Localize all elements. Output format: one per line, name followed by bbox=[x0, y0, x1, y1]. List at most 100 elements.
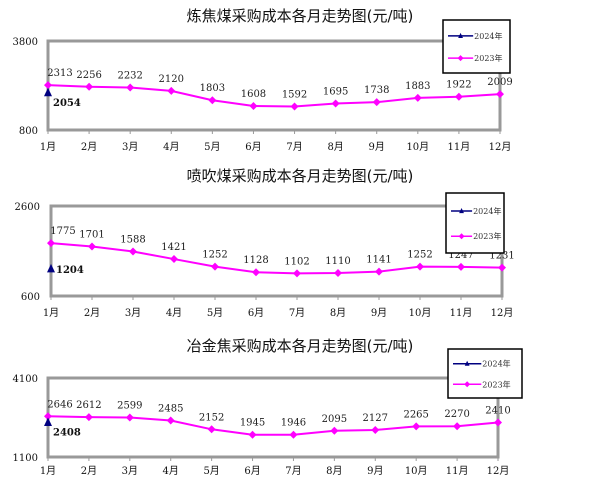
x-tick-label: 10月 bbox=[405, 465, 428, 477]
data-point-2023 bbox=[170, 255, 178, 264]
series-line-2023 bbox=[50, 242, 503, 275]
data-label-2023: 1946 bbox=[281, 418, 306, 429]
x-tick-label: 12月 bbox=[489, 141, 512, 153]
data-point-2023 bbox=[375, 267, 383, 276]
data-label-2023: 1608 bbox=[241, 89, 266, 100]
data-point-2023 bbox=[208, 96, 217, 105]
data-label-2023: 1695 bbox=[323, 86, 348, 97]
data-label-2023: 1883 bbox=[405, 81, 430, 92]
x-tick-label: 4月 bbox=[163, 465, 179, 477]
plot-frame bbox=[46, 39, 502, 132]
legend: 2024年 2023年 bbox=[442, 19, 511, 74]
y-tick-label: 3800 bbox=[13, 37, 38, 48]
x-tick-label: 1月 bbox=[40, 141, 56, 153]
data-point-2023 bbox=[290, 102, 299, 111]
x-tick-label: 8月 bbox=[326, 465, 342, 477]
x-tick-label: 1月 bbox=[43, 307, 59, 319]
legend-label-2023: 2023年 bbox=[474, 53, 502, 63]
y-tick-label: 600 bbox=[21, 292, 40, 303]
data-label-2023: 2485 bbox=[158, 404, 183, 415]
data-point-2023 bbox=[330, 426, 339, 435]
data-label-2023: 1701 bbox=[79, 229, 104, 240]
data-label-2023: 1247 bbox=[448, 250, 473, 261]
x-tick-label: 10月 bbox=[409, 307, 432, 319]
legend: 2024年 2023年 bbox=[445, 192, 505, 254]
data-point-2023 bbox=[453, 422, 462, 431]
data-point-2023 bbox=[84, 413, 93, 422]
data-point-2023 bbox=[289, 430, 298, 439]
y-tick-label: 1100 bbox=[13, 453, 38, 464]
data-point-2023 bbox=[498, 263, 506, 272]
data-label-2023: 2152 bbox=[199, 412, 224, 423]
data-label-2023: 2410 bbox=[485, 406, 510, 417]
x-tick-label: 1月 bbox=[40, 465, 56, 477]
data-label-2024: 2054 bbox=[53, 98, 81, 109]
legend-label-2024: 2024年 bbox=[482, 359, 510, 369]
legend-label-2023: 2023年 bbox=[482, 379, 510, 389]
data-label-2023: 2270 bbox=[444, 409, 469, 420]
x-tick-label: 7月 bbox=[286, 141, 302, 153]
legend-box bbox=[445, 192, 505, 254]
y-tick-label: 4100 bbox=[13, 374, 38, 385]
legend-label-2023: 2023年 bbox=[473, 231, 501, 241]
data-label-2023: 2265 bbox=[403, 409, 428, 420]
data-label-2023: 1803 bbox=[200, 83, 225, 94]
data-label-2023: 2127 bbox=[363, 413, 388, 424]
series-line-2023 bbox=[47, 415, 499, 436]
x-tick-label: 5月 bbox=[204, 141, 220, 153]
x-tick-label: 6月 bbox=[244, 465, 260, 477]
data-point-2023 bbox=[252, 268, 260, 277]
x-tick-label: 9月 bbox=[371, 307, 387, 319]
data-point-2023 bbox=[334, 269, 342, 278]
data-point-2023 bbox=[416, 262, 424, 271]
data-label-2024: 2408 bbox=[53, 428, 81, 439]
data-label-2023: 1421 bbox=[161, 242, 186, 253]
x-tick-label: 4月 bbox=[163, 141, 179, 153]
legend-triangle-icon bbox=[459, 208, 464, 214]
x-tick-label: 2月 bbox=[81, 141, 97, 153]
data-point-2023 bbox=[88, 242, 96, 251]
data-point-2023 bbox=[211, 262, 219, 271]
data-label-2023: 1592 bbox=[282, 90, 307, 101]
data-label-2023: 1922 bbox=[446, 80, 471, 91]
data-label-2023: 1775 bbox=[50, 226, 75, 237]
data-label-2023: 1945 bbox=[240, 418, 265, 429]
data-point-2023 bbox=[494, 418, 502, 427]
x-tick-label: 9月 bbox=[369, 141, 385, 153]
data-point-2023 bbox=[412, 422, 421, 431]
chart-title: 喷吹煤采购成本各月走势图(元/吨) bbox=[187, 167, 414, 185]
data-point-2023 bbox=[167, 86, 176, 95]
data-label-2023: 2313 bbox=[47, 68, 72, 79]
legend-diamond-icon bbox=[457, 55, 464, 62]
data-point-2023 bbox=[125, 413, 134, 422]
x-tick-label: 7月 bbox=[289, 307, 305, 319]
x-tick-label: 5月 bbox=[207, 307, 223, 319]
data-point-2023 bbox=[126, 83, 135, 92]
data-label-2023: 2599 bbox=[117, 401, 142, 412]
series-line-2023 bbox=[47, 84, 501, 108]
data-point-2023 bbox=[248, 430, 257, 439]
legend-diamond-icon bbox=[458, 233, 465, 240]
x-tick-label: 12月 bbox=[487, 465, 510, 477]
data-point-2023 bbox=[249, 102, 258, 111]
data-point-2023 bbox=[85, 82, 94, 91]
data-label-2023: 1141 bbox=[366, 255, 391, 266]
y-tick-label: 800 bbox=[19, 126, 38, 137]
x-tick-label: 11月 bbox=[446, 465, 469, 477]
data-label-2023: 2612 bbox=[76, 400, 101, 411]
data-label-2023: 2095 bbox=[322, 414, 347, 425]
x-tick-label: 11月 bbox=[448, 141, 471, 153]
data-point-2023 bbox=[454, 92, 463, 101]
data-point-2023 bbox=[331, 99, 340, 108]
data-label-2023: 1110 bbox=[325, 256, 350, 267]
x-tick-label: 8月 bbox=[330, 307, 346, 319]
data-point-2023 bbox=[413, 93, 422, 102]
data-label-2023: 1588 bbox=[120, 235, 145, 246]
legend-label-2024: 2024年 bbox=[473, 206, 501, 216]
y-tick-label: 2600 bbox=[15, 202, 40, 213]
data-label-2023: 2646 bbox=[47, 399, 72, 410]
x-tick-label: 4月 bbox=[166, 307, 182, 319]
